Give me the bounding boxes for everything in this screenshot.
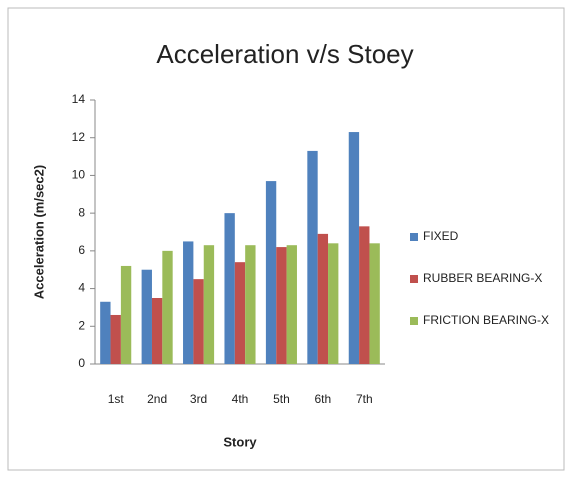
bar	[100, 301, 111, 364]
x-tick-label: 4th	[232, 392, 249, 406]
bar	[265, 181, 277, 364]
y-tick-label: 14	[72, 92, 86, 106]
bar	[234, 262, 246, 364]
bar	[151, 298, 163, 364]
bar	[162, 250, 173, 364]
bar	[307, 150, 318, 364]
bar	[359, 226, 370, 364]
x-tick-label: 7th	[356, 392, 373, 406]
chart-title: Acceleration v/s Stoey	[156, 39, 413, 69]
y-tick-label: 10	[72, 168, 86, 182]
x-tick-label: 6th	[315, 392, 332, 406]
bar	[110, 314, 121, 364]
legend-swatch	[410, 275, 418, 283]
bar	[369, 243, 380, 364]
bar	[276, 247, 287, 364]
x-tick-label: 2nd	[147, 392, 167, 406]
legend-label: FIXED	[423, 229, 459, 243]
legend-swatch	[410, 317, 418, 325]
bar	[245, 245, 256, 364]
bar	[328, 243, 339, 364]
bar	[348, 132, 360, 364]
bar	[193, 279, 204, 364]
bar	[224, 213, 235, 364]
y-axis-label: Acceleration (m/sec2)	[31, 165, 46, 299]
bar	[286, 245, 297, 364]
legend-label: FRICTION BEARING-X	[423, 313, 549, 327]
y-tick-label: 12	[72, 130, 86, 144]
y-tick-label: 6	[78, 243, 85, 257]
x-tick-label: 5th	[273, 392, 290, 406]
y-tick-label: 8	[78, 205, 85, 219]
bar	[317, 233, 329, 364]
y-tick-label: 0	[78, 356, 85, 370]
x-tick-label: 3rd	[190, 392, 207, 406]
bar	[120, 265, 132, 364]
bar	[141, 269, 152, 364]
y-tick-label: 2	[78, 318, 85, 332]
y-tick-label: 4	[78, 281, 85, 295]
x-tick-label: 1st	[108, 392, 125, 406]
chart-border	[7, 7, 565, 471]
x-axis-label: Story	[223, 434, 257, 449]
bar	[203, 245, 215, 364]
legend-swatch	[410, 233, 418, 241]
legend-label: RUBBER BEARING-X	[423, 271, 542, 285]
bar	[183, 241, 194, 364]
